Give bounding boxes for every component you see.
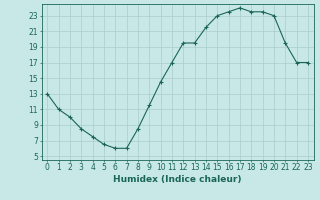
X-axis label: Humidex (Indice chaleur): Humidex (Indice chaleur) [113, 175, 242, 184]
